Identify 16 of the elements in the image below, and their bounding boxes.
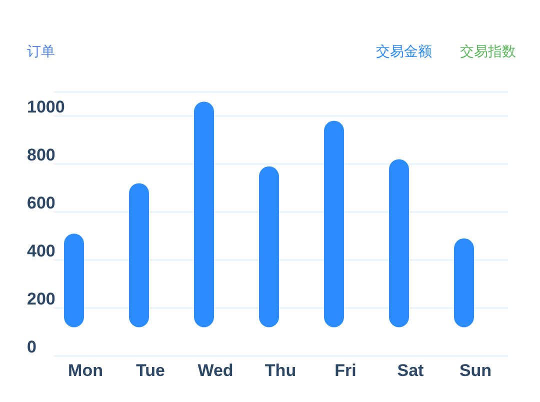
x-tick-label: Mon [68,361,103,380]
y-tick-label: 600 [27,193,56,212]
legend-label: 交易指数 [460,43,516,61]
y-tick-label: 0 [27,337,36,356]
x-tick-label: Sun [459,361,492,380]
x-tick-label: Wed [198,361,234,380]
y-tick-label: 200 [27,289,56,308]
y-tick-label: 400 [27,241,56,260]
y-axis-title: 订单 [27,43,55,61]
text: 交易金额 [376,43,432,61]
x-tick-label: Thu [264,361,296,380]
y-tick-label: 800 [27,145,56,164]
x-tick-label: Tue [136,361,165,380]
x-tick-label: Fri [334,361,356,380]
y-tick-label: 1000 [27,97,65,116]
x-tick-label: Sat [397,361,424,380]
